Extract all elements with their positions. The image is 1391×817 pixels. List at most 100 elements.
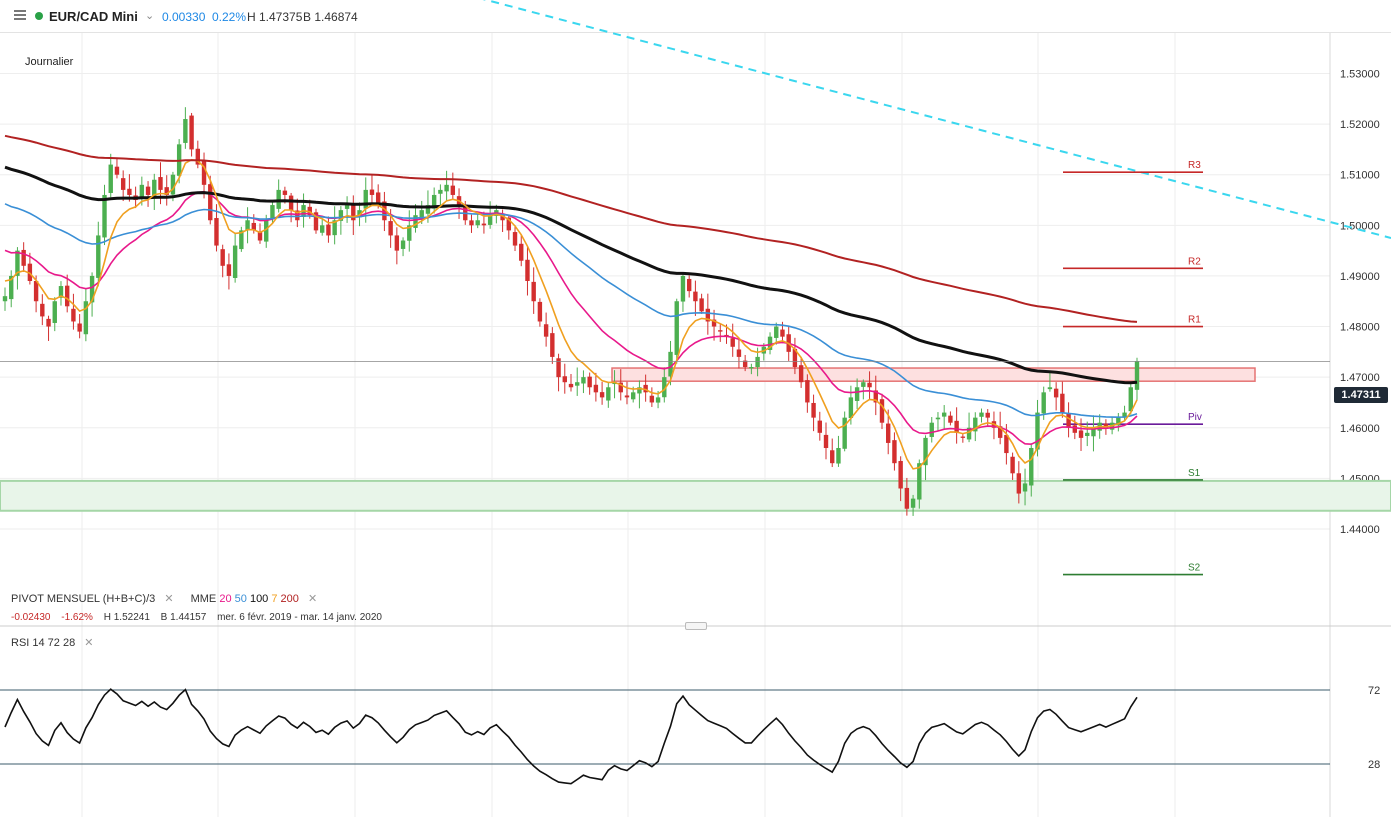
candle-body bbox=[139, 184, 145, 198]
pivot-label-s1: S1 bbox=[1188, 468, 1201, 479]
candle-body bbox=[438, 189, 443, 194]
candle-body bbox=[313, 212, 319, 231]
candle-body bbox=[500, 213, 505, 221]
candle-body bbox=[1022, 483, 1028, 492]
candle-body bbox=[811, 402, 816, 418]
candle-body bbox=[102, 194, 107, 238]
candle-body bbox=[798, 365, 804, 383]
candle-body bbox=[114, 166, 120, 175]
candle-body bbox=[152, 179, 157, 198]
mme-period-100: 100 bbox=[246, 593, 269, 605]
candle-body bbox=[774, 326, 779, 338]
candle-body bbox=[288, 195, 294, 211]
candle-body bbox=[1103, 423, 1109, 428]
mme-period-50: 50 bbox=[231, 593, 247, 605]
mme-line-7 bbox=[4, 158, 1138, 470]
candle-body bbox=[537, 301, 543, 322]
candle-body bbox=[655, 397, 661, 403]
candle-body bbox=[357, 210, 362, 218]
candle-body bbox=[867, 382, 872, 388]
pane-resize-handle[interactable] bbox=[685, 622, 707, 630]
candle-body bbox=[64, 285, 70, 307]
candle-body bbox=[624, 395, 630, 398]
chevron-down-icon[interactable]: ⌄ bbox=[145, 10, 155, 22]
candle-body bbox=[189, 115, 194, 150]
close-icon[interactable]: ✕ bbox=[164, 593, 174, 605]
pivot-label-s2: S2 bbox=[1188, 563, 1201, 574]
candle-body bbox=[444, 184, 449, 192]
range-high: H 1.52241 bbox=[103, 612, 150, 623]
candle-body bbox=[1122, 412, 1127, 418]
candle-body bbox=[985, 412, 990, 418]
candle-body bbox=[419, 210, 424, 218]
candle-body bbox=[1047, 387, 1053, 390]
candle-body bbox=[674, 301, 679, 355]
candle-body bbox=[1004, 434, 1009, 454]
menu-icon[interactable] bbox=[14, 10, 26, 20]
candle-body bbox=[749, 367, 754, 369]
y-tick-label: 1.51000 bbox=[1340, 170, 1380, 182]
mme-line-200 bbox=[4, 134, 1138, 323]
candle-body bbox=[848, 397, 854, 419]
pivot-label-r3: R3 bbox=[1188, 160, 1201, 171]
candle-body bbox=[369, 189, 375, 195]
instrument-header: EUR/CAD Mini ⌄ 0.00330 0.22% H 1.47375 B… bbox=[0, 0, 1391, 33]
range-change: -0.02430 bbox=[11, 612, 51, 623]
candle-body bbox=[1066, 413, 1071, 428]
candle-body bbox=[730, 338, 735, 347]
candle-body bbox=[77, 323, 82, 332]
trendline bbox=[482, 0, 1391, 239]
candle-body bbox=[630, 392, 636, 400]
range-info: -0.02430 -1.62% H 1.52241 B 1.44157 mer.… bbox=[11, 612, 382, 623]
candle-body bbox=[886, 423, 891, 443]
candle-body bbox=[637, 387, 642, 394]
candle-body bbox=[195, 148, 201, 165]
mme-line-100 bbox=[4, 165, 1138, 385]
candle-body bbox=[201, 160, 207, 185]
mme-period-200: 200 bbox=[277, 593, 299, 605]
candle-body bbox=[158, 177, 163, 190]
range-change-pct: -1.62% bbox=[61, 612, 93, 623]
candle-body bbox=[929, 422, 934, 437]
candle-body bbox=[973, 417, 978, 432]
candle-body bbox=[9, 275, 14, 300]
candle-body bbox=[220, 249, 225, 266]
candle-body bbox=[257, 232, 263, 241]
mme-period-7: 7 bbox=[268, 593, 278, 605]
candle-body bbox=[320, 225, 325, 233]
candle-body bbox=[699, 298, 704, 312]
candle-body bbox=[830, 450, 835, 464]
candle-body bbox=[208, 184, 213, 221]
close-icon[interactable]: ✕ bbox=[307, 593, 318, 605]
candle-body bbox=[251, 222, 256, 231]
candle-body bbox=[817, 420, 822, 433]
candle-body bbox=[463, 204, 468, 221]
candle-body bbox=[431, 194, 437, 209]
candle-body bbox=[351, 203, 356, 221]
candle-body bbox=[469, 220, 474, 226]
candle-body bbox=[792, 348, 798, 368]
candle-body bbox=[506, 217, 512, 231]
candle-body bbox=[127, 188, 132, 195]
instrument-symbol[interactable]: EUR/CAD Mini bbox=[49, 9, 138, 24]
candle-body bbox=[21, 249, 26, 266]
mme-legend: MME bbox=[190, 593, 217, 605]
candle-body bbox=[587, 376, 592, 388]
candle-body bbox=[898, 460, 903, 489]
price-change: 0.00330 bbox=[162, 10, 206, 24]
candle-body bbox=[58, 286, 64, 298]
candle-body bbox=[755, 356, 760, 368]
candle-body bbox=[550, 333, 555, 357]
candle-body bbox=[1078, 430, 1084, 438]
candle-body bbox=[979, 412, 984, 417]
candle-body bbox=[543, 324, 549, 337]
candle-body bbox=[270, 205, 275, 219]
close-icon[interactable]: ✕ bbox=[84, 637, 94, 649]
candle-body bbox=[643, 384, 648, 393]
candle-body bbox=[842, 417, 847, 449]
candle-body bbox=[742, 360, 748, 368]
candle-body bbox=[649, 395, 655, 403]
candle-body bbox=[879, 399, 885, 423]
candle-body bbox=[239, 230, 244, 250]
